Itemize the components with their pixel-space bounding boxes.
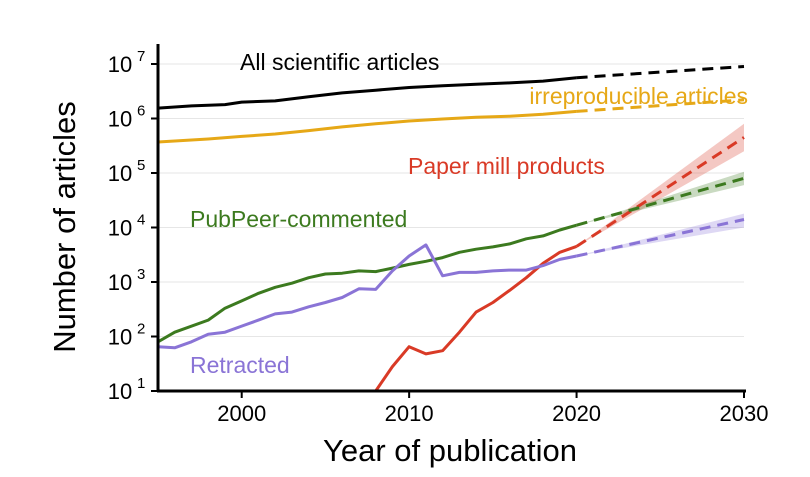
- pubpeer-commented-projection-line: [576, 176, 745, 227]
- retracted-projection-line: [576, 218, 745, 258]
- all-scientific-articles-line: [158, 76, 577, 110]
- axes: [151, 44, 746, 398]
- y-axis-title: Number of articles: [47, 101, 82, 353]
- y-tick-exponent: 5: [137, 157, 145, 174]
- paper-mill-products-line: [374, 244, 578, 391]
- pubpeer-commented-line: [158, 223, 578, 344]
- paper-mill-products-projection-line: [575, 136, 745, 248]
- retracted-line: [158, 243, 577, 350]
- pubpeer-commented-band: [576, 171, 744, 226]
- tick-labels: 2000 2010 2020 2030 10 1 10 2 10 3 10 4 10 5 10 6 10 7: [108, 48, 769, 426]
- retracted-label: Retracted: [190, 352, 290, 378]
- all-scientific-articles-label: All scientific articles: [240, 49, 439, 75]
- retracted-band: [576, 213, 744, 256]
- irreproducible-articles-projection-line: [576, 98, 745, 113]
- all-scientific-articles-projection-line: [576, 65, 745, 80]
- paper-mill-products-label: Paper mill products: [408, 153, 605, 179]
- y-tick-exponent: 6: [137, 103, 145, 120]
- y-tick-label: 10: [108, 161, 132, 186]
- y-tick-label: 10: [108, 216, 132, 241]
- y-tick-label: 10: [108, 107, 132, 132]
- series-lines: [158, 65, 745, 391]
- y-tick-label: 10: [108, 325, 132, 350]
- x-tick-label: 2000: [217, 401, 266, 426]
- y-tick-exponent: 1: [137, 375, 145, 392]
- y-tick-exponent: 4: [137, 212, 145, 229]
- series-labels: All scientific articles irreproducible ar…: [190, 49, 748, 378]
- y-tick-label: 10: [108, 52, 132, 77]
- x-tick-label: 2010: [385, 401, 434, 426]
- irreproducible-articles-label: irreproducible articles: [529, 83, 748, 109]
- pubpeer-commented-label: PubPeer-commented: [190, 206, 407, 232]
- y-tick-label: 10: [108, 379, 132, 404]
- paper-mill-products-band: [576, 123, 744, 247]
- y-tick-exponent: 7: [137, 48, 145, 65]
- irreproducible-articles-line: [158, 109, 577, 144]
- y-tick-exponent: 3: [137, 266, 145, 283]
- x-axis-title: Year of publication: [323, 433, 577, 468]
- x-tick-label: 2020: [552, 401, 601, 426]
- y-tick-exponent: 2: [137, 321, 145, 338]
- y-tick-label: 10: [108, 270, 132, 295]
- projection-bands: [576, 123, 744, 256]
- x-tick-label: 2030: [720, 401, 769, 426]
